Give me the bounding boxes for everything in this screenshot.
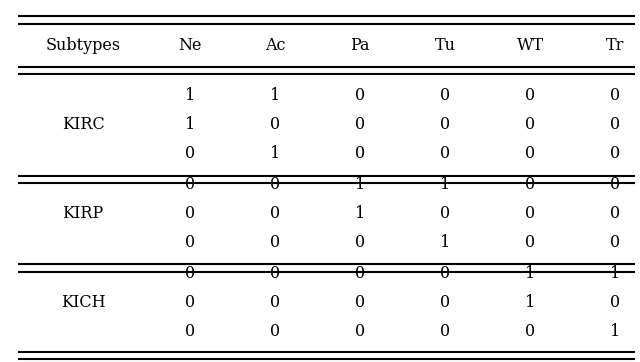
Text: 1: 1 (440, 176, 451, 193)
Text: 0: 0 (440, 265, 450, 282)
Text: 1: 1 (355, 205, 365, 222)
Text: 0: 0 (355, 294, 365, 311)
Text: 0: 0 (525, 323, 535, 340)
Text: 1: 1 (269, 146, 280, 162)
Text: 0: 0 (185, 323, 195, 340)
Text: 0: 0 (525, 176, 535, 193)
Text: 0: 0 (185, 205, 195, 222)
Text: 1: 1 (184, 88, 195, 104)
Text: 1: 1 (440, 234, 451, 251)
Text: 0: 0 (611, 294, 620, 311)
Text: KIRC: KIRC (62, 117, 104, 133)
Text: 0: 0 (611, 234, 620, 251)
Text: 0: 0 (355, 146, 365, 162)
Text: 0: 0 (355, 265, 365, 282)
Text: 0: 0 (270, 234, 280, 251)
Text: 0: 0 (355, 234, 365, 251)
Text: 0: 0 (440, 88, 450, 104)
Text: KIRP: KIRP (63, 205, 104, 222)
Text: 0: 0 (440, 294, 450, 311)
Text: 0: 0 (185, 176, 195, 193)
Text: 0: 0 (185, 294, 195, 311)
Text: 1: 1 (355, 176, 365, 193)
Text: 1: 1 (184, 117, 195, 133)
Text: 0: 0 (611, 88, 620, 104)
Text: 0: 0 (185, 234, 195, 251)
Text: 0: 0 (355, 88, 365, 104)
Text: 0: 0 (440, 146, 450, 162)
Text: 1: 1 (525, 294, 536, 311)
Text: 0: 0 (440, 205, 450, 222)
Text: 0: 0 (611, 176, 620, 193)
Text: 0: 0 (611, 117, 620, 133)
Text: Tu: Tu (435, 37, 456, 54)
Text: 0: 0 (525, 117, 535, 133)
Text: 0: 0 (270, 205, 280, 222)
Text: 0: 0 (525, 205, 535, 222)
Text: Pa: Pa (350, 37, 370, 54)
Text: 0: 0 (525, 146, 535, 162)
Text: 0: 0 (525, 88, 535, 104)
Text: 0: 0 (355, 117, 365, 133)
Text: 0: 0 (270, 294, 280, 311)
Text: WT: WT (516, 37, 544, 54)
Text: 1: 1 (269, 88, 280, 104)
Text: KICH: KICH (61, 294, 106, 311)
Text: 0: 0 (611, 146, 620, 162)
Text: 0: 0 (270, 117, 280, 133)
Text: 0: 0 (270, 323, 280, 340)
Text: 0: 0 (270, 176, 280, 193)
Text: 1: 1 (610, 265, 621, 282)
Text: Tr: Tr (606, 37, 625, 54)
Text: 0: 0 (440, 117, 450, 133)
Text: 0: 0 (270, 265, 280, 282)
Text: Ne: Ne (178, 37, 202, 54)
Text: Subtypes: Subtypes (45, 37, 121, 54)
Text: 0: 0 (185, 265, 195, 282)
Text: 1: 1 (610, 323, 621, 340)
Text: 0: 0 (611, 205, 620, 222)
Text: 0: 0 (440, 323, 450, 340)
Text: Ac: Ac (264, 37, 285, 54)
Text: 1: 1 (525, 265, 536, 282)
Text: 0: 0 (525, 234, 535, 251)
Text: 0: 0 (185, 146, 195, 162)
Text: 0: 0 (355, 323, 365, 340)
